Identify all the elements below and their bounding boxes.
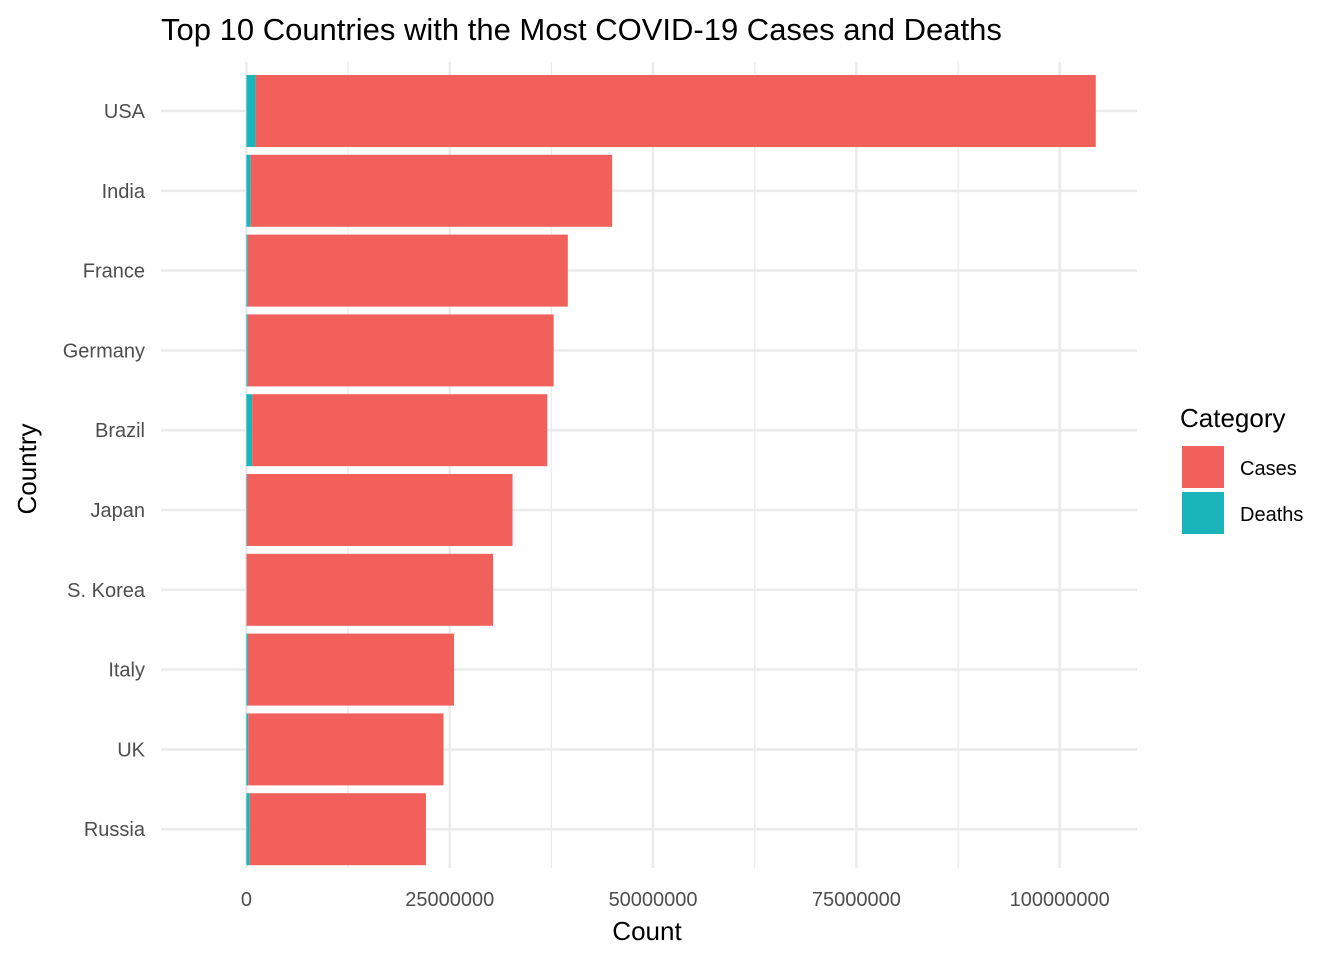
bar-cases-france bbox=[247, 234, 568, 307]
bar-deaths-germany bbox=[246, 314, 248, 387]
bar-cases-italy bbox=[247, 633, 455, 706]
bar-cases-brazil bbox=[252, 394, 548, 467]
x-tick-label: 0 bbox=[241, 889, 252, 911]
bar-deaths-france bbox=[246, 234, 248, 307]
bar-deaths-italy bbox=[246, 633, 248, 706]
bar-deaths-japan bbox=[246, 474, 247, 546]
y-tick-label: India bbox=[102, 181, 146, 203]
y-tick-label: Japan bbox=[91, 500, 146, 522]
bar-deaths-brazil bbox=[246, 394, 253, 467]
axis-layer: 0 25000000 50000000 75000000 100000000 USA Ind… bbox=[63, 101, 1110, 911]
y-axis-title: Country bbox=[12, 423, 42, 514]
legend-title: Category bbox=[1180, 403, 1286, 433]
legend: Category Cases Deaths bbox=[1180, 403, 1303, 534]
y-tick-label: Italy bbox=[108, 660, 145, 682]
legend-swatch-deaths bbox=[1182, 492, 1224, 534]
bar-cases-germany bbox=[247, 314, 554, 387]
x-tick-label: 25000000 bbox=[405, 889, 494, 911]
chart-title: Top 10 Countries with the Most COVID-19 … bbox=[161, 12, 1002, 47]
bar-cases-uk bbox=[248, 713, 444, 786]
x-tick-label: 75000000 bbox=[812, 889, 901, 911]
bar-cases-japan bbox=[246, 474, 513, 546]
bar-cases-india bbox=[250, 154, 613, 227]
bar-deaths-india bbox=[246, 154, 251, 227]
y-tick-label: USA bbox=[104, 101, 146, 123]
legend-swatch-cases bbox=[1182, 446, 1224, 488]
y-tick-label: UK bbox=[117, 739, 145, 761]
bar-cases-russia bbox=[249, 793, 426, 866]
bar-cases-s-korea bbox=[246, 553, 494, 626]
legend-label-cases: Cases bbox=[1240, 458, 1297, 480]
x-tick-label: 50000000 bbox=[609, 889, 698, 911]
y-tick-label: Russia bbox=[84, 819, 146, 841]
y-tick-label: Brazil bbox=[95, 420, 145, 442]
bar-cases-usa bbox=[255, 75, 1096, 147]
legend-label-deaths: Deaths bbox=[1240, 504, 1303, 526]
bar-deaths-usa bbox=[246, 75, 256, 147]
bars-layer bbox=[246, 75, 1096, 866]
x-axis-title: Count bbox=[612, 916, 682, 946]
bar-deaths-uk bbox=[246, 713, 249, 786]
y-tick-label: S. Korea bbox=[67, 580, 146, 602]
y-tick-label: France bbox=[83, 261, 145, 283]
x-tick-label: 100000000 bbox=[1010, 889, 1110, 911]
y-tick-label: Germany bbox=[63, 340, 145, 362]
bar-deaths-russia bbox=[246, 793, 250, 866]
